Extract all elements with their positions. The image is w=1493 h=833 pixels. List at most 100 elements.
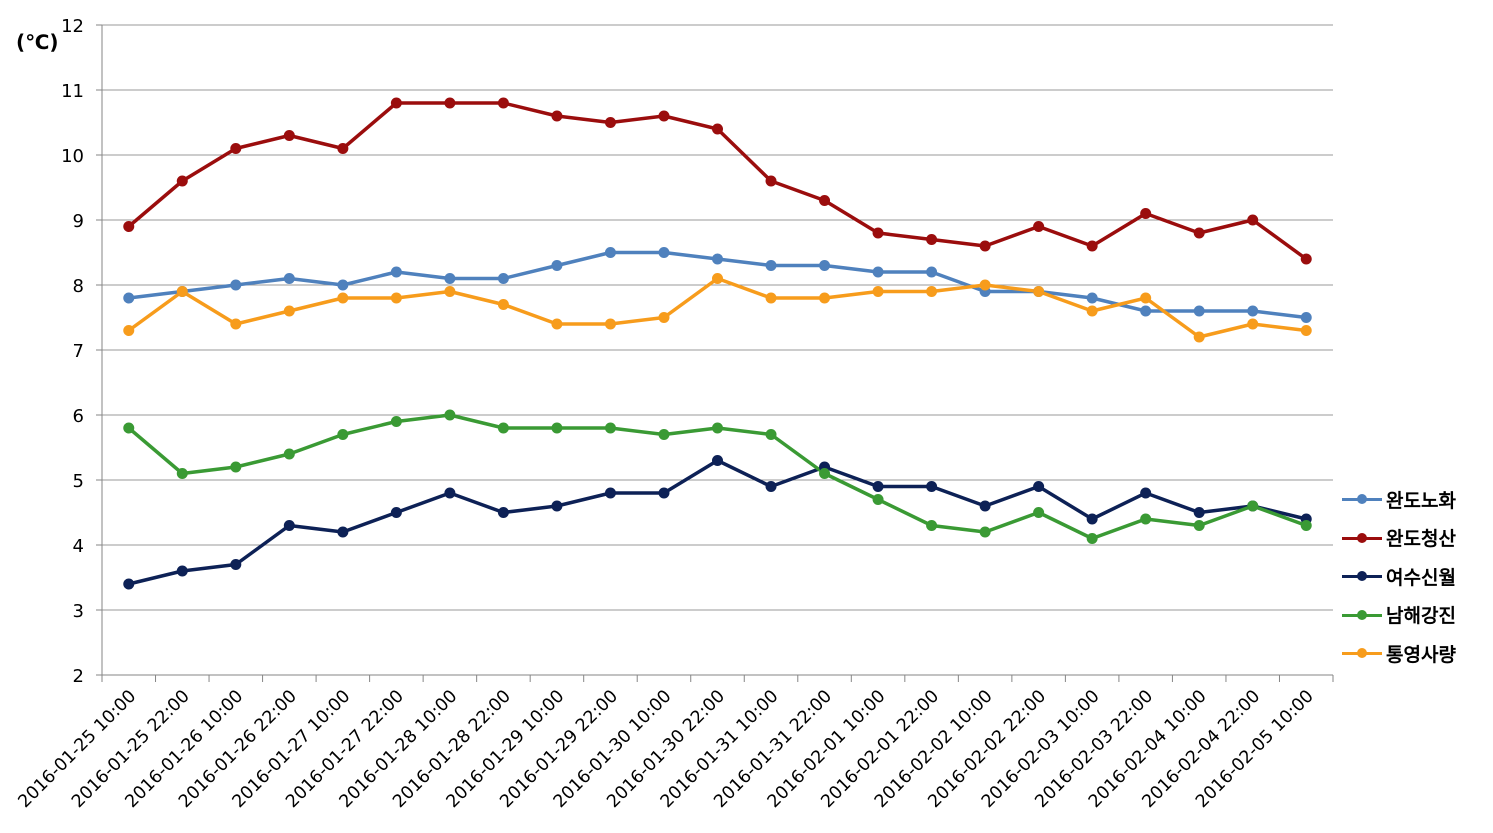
legend-item: 남해강진 bbox=[1342, 596, 1492, 635]
data-point bbox=[176, 468, 188, 479]
data-point bbox=[390, 266, 402, 278]
data-point bbox=[658, 487, 670, 499]
legend-item: 완도노화 bbox=[1342, 480, 1492, 519]
data-point bbox=[283, 273, 295, 284]
data-point bbox=[390, 507, 402, 518]
y-tick-label: 8 bbox=[73, 276, 84, 297]
y-axis-unit-label: (℃) bbox=[16, 30, 59, 54]
data-point bbox=[1300, 520, 1312, 531]
data-point bbox=[1140, 208, 1152, 219]
data-point bbox=[658, 110, 670, 122]
data-point bbox=[1300, 325, 1312, 336]
data-point bbox=[497, 507, 509, 518]
data-point bbox=[1140, 305, 1152, 317]
data-point bbox=[1086, 513, 1098, 525]
data-point bbox=[604, 318, 616, 330]
data-point bbox=[444, 409, 456, 421]
data-point bbox=[1033, 481, 1045, 492]
data-point bbox=[283, 520, 295, 531]
data-point bbox=[230, 143, 242, 154]
legend-item: 완도청산 bbox=[1342, 519, 1492, 558]
data-point bbox=[765, 260, 777, 271]
data-point bbox=[658, 429, 670, 440]
legend-swatch bbox=[1342, 532, 1382, 544]
data-point bbox=[230, 279, 242, 291]
data-point bbox=[176, 565, 188, 577]
y-tick-label: 4 bbox=[73, 536, 84, 557]
data-point bbox=[390, 97, 402, 109]
data-point bbox=[1193, 331, 1205, 343]
legend-label: 남해강진 bbox=[1386, 605, 1456, 628]
data-point bbox=[390, 292, 402, 304]
data-point bbox=[658, 247, 670, 258]
y-tick-label: 9 bbox=[73, 211, 84, 232]
data-point bbox=[765, 481, 777, 492]
data-point bbox=[1086, 292, 1098, 304]
data-point bbox=[337, 526, 349, 538]
data-point bbox=[283, 130, 295, 141]
y-tick-label: 12 bbox=[61, 16, 84, 37]
legend-swatch bbox=[1342, 609, 1382, 621]
data-point bbox=[444, 273, 456, 284]
data-point bbox=[444, 97, 456, 109]
data-point bbox=[551, 500, 563, 512]
data-point bbox=[1193, 520, 1205, 531]
data-point bbox=[872, 494, 884, 505]
legend-item: 여수신월 bbox=[1342, 557, 1492, 596]
data-point bbox=[337, 292, 349, 304]
data-point bbox=[765, 429, 777, 440]
data-point bbox=[230, 559, 242, 570]
data-point bbox=[230, 461, 242, 473]
data-point bbox=[712, 422, 723, 434]
y-tick-label: 2 bbox=[73, 666, 84, 687]
data-point bbox=[551, 422, 563, 434]
data-point bbox=[283, 305, 295, 317]
data-point bbox=[1086, 305, 1098, 317]
series-line bbox=[127, 413, 1307, 541]
data-point bbox=[765, 292, 777, 304]
data-point bbox=[123, 292, 135, 304]
data-point bbox=[444, 487, 456, 499]
data-point bbox=[123, 422, 135, 434]
data-point bbox=[604, 117, 616, 128]
data-point bbox=[926, 286, 938, 297]
y-tick-label: 11 bbox=[61, 81, 84, 102]
legend-label: 완도청산 bbox=[1386, 528, 1456, 551]
data-point bbox=[123, 325, 135, 336]
data-point bbox=[1193, 305, 1205, 317]
data-point bbox=[230, 318, 242, 330]
data-point bbox=[1300, 312, 1312, 323]
data-point bbox=[337, 279, 349, 291]
data-point bbox=[390, 416, 402, 427]
data-point bbox=[337, 143, 349, 154]
data-point bbox=[497, 422, 509, 434]
data-point bbox=[658, 312, 670, 323]
data-point bbox=[497, 97, 509, 109]
legend-item: 통영사량 bbox=[1342, 634, 1492, 673]
data-point bbox=[926, 234, 938, 245]
data-point bbox=[1140, 513, 1152, 525]
data-point bbox=[1193, 507, 1205, 518]
data-point bbox=[1086, 533, 1098, 544]
data-point bbox=[1033, 507, 1045, 518]
data-point bbox=[497, 273, 509, 284]
data-point bbox=[1086, 240, 1098, 252]
data-point bbox=[1247, 305, 1259, 317]
y-tick-label: 5 bbox=[73, 471, 84, 492]
data-point bbox=[926, 520, 938, 531]
data-point bbox=[123, 578, 135, 590]
legend-label: 완도노화 bbox=[1386, 489, 1456, 512]
data-point bbox=[712, 273, 723, 284]
y-tick-label: 3 bbox=[73, 601, 84, 622]
data-point bbox=[872, 481, 884, 492]
data-point bbox=[1033, 221, 1045, 232]
data-point bbox=[819, 468, 831, 479]
data-point bbox=[926, 481, 938, 492]
legend-marker bbox=[1357, 609, 1367, 620]
y-tick-label: 6 bbox=[73, 406, 84, 427]
data-point bbox=[712, 455, 723, 466]
data-point bbox=[979, 526, 991, 538]
data-point bbox=[1247, 500, 1259, 512]
